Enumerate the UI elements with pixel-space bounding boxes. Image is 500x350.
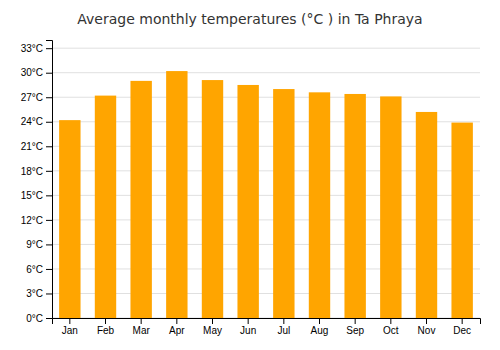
x-tick-mark: [462, 318, 463, 324]
y-tick: 21°C: [21, 141, 52, 152]
y-tick-mark: [46, 269, 52, 270]
y-tick-label: 9°C: [26, 239, 43, 250]
y-tick: 33°C: [21, 43, 52, 54]
y-tick-mark: [46, 122, 52, 123]
bar: [309, 92, 330, 318]
x-tick-mark: [283, 318, 284, 324]
x-tick: Sep: [346, 318, 364, 336]
y-tick-mark: [46, 146, 52, 147]
y-tick-label: 21°C: [21, 141, 43, 152]
x-tick-mark: [426, 318, 427, 324]
grid-line: [52, 72, 480, 73]
x-tick-label: Apr: [169, 325, 185, 336]
x-tick: Aug: [311, 318, 329, 336]
bar: [344, 94, 365, 318]
grid-line: [52, 48, 480, 49]
y-tick: 30°C: [21, 67, 52, 78]
y-tick-label: 18°C: [21, 166, 43, 177]
y-tick-label: 30°C: [21, 67, 43, 78]
y-axis-line: [46, 41, 53, 319]
bar: [166, 71, 187, 318]
x-axis: Jan Feb Mar Apr May Jun Jul Aug Sep Oct Nov Dec: [53, 318, 481, 336]
x-tick-mark: [69, 318, 70, 324]
y-tick: 24°C: [21, 116, 52, 127]
y-axis: 0°C 3°C 6°C 9°C 12°C 15°C 18°C 21°C 24°C 27°C 30°C…: [21, 41, 53, 324]
x-tick-label: Aug: [311, 325, 329, 336]
bar: [202, 80, 223, 318]
x-tick: Dec: [453, 318, 471, 336]
x-axis-line: [53, 319, 481, 325]
y-tick-mark: [46, 171, 52, 172]
x-tick: Oct: [383, 318, 399, 336]
bar: [451, 123, 472, 318]
y-tick-mark: [46, 293, 52, 294]
y-tick: 27°C: [21, 92, 52, 103]
x-tick-label: Dec: [453, 325, 471, 336]
y-tick: 18°C: [21, 166, 52, 177]
bar: [130, 81, 151, 318]
bars: [59, 71, 473, 318]
y-tick-mark: [46, 195, 52, 196]
x-tick: Jun: [240, 318, 256, 336]
x-tick-label: Feb: [97, 325, 115, 336]
chart: 0°C 3°C 6°C 9°C 12°C 15°C 18°C 21°C 24°C 27°C 30°C…: [0, 0, 500, 350]
y-tick: 0°C: [26, 313, 52, 324]
x-tick-label: Mar: [133, 325, 151, 336]
x-tick-mark: [105, 318, 106, 324]
bar: [273, 89, 294, 318]
y-tick-label: 33°C: [21, 43, 43, 54]
x-tick: Apr: [169, 318, 185, 336]
y-tick: 3°C: [26, 288, 52, 299]
x-tick-mark: [141, 318, 142, 324]
y-tick-label: 6°C: [26, 264, 43, 275]
x-tick-mark: [319, 318, 320, 324]
x-tick-mark: [248, 318, 249, 324]
y-tick-mark: [46, 73, 52, 74]
x-tick-label: May: [203, 325, 222, 336]
y-tick-label: 15°C: [21, 190, 43, 201]
y-tick-mark: [46, 48, 52, 49]
bar: [237, 85, 258, 318]
x-tick-label: Nov: [418, 325, 436, 336]
x-tick-label: Jul: [277, 325, 290, 336]
grid: [52, 48, 480, 318]
y-tick-label: 12°C: [21, 215, 43, 226]
x-tick-label: Jan: [62, 325, 78, 336]
x-tick: May: [203, 318, 222, 336]
y-tick: 6°C: [26, 264, 52, 275]
bar: [95, 96, 116, 318]
y-tick-label: 0°C: [26, 313, 43, 324]
y-tick: 15°C: [21, 190, 52, 201]
x-tick-mark: [212, 318, 213, 324]
x-tick: Nov: [418, 318, 436, 336]
plot: 0°C 3°C 6°C 9°C 12°C 15°C 18°C 21°C 24°C 27°C 30°C…: [21, 41, 481, 337]
x-tick-mark: [355, 318, 356, 324]
x-tick-label: Jun: [240, 325, 256, 336]
x-tick-mark: [176, 318, 177, 324]
y-tick-label: 27°C: [21, 92, 43, 103]
x-tick: Jan: [62, 318, 78, 336]
bar: [59, 120, 80, 318]
x-tick: Jul: [277, 318, 290, 336]
y-tick-label: 24°C: [21, 116, 43, 127]
x-tick-mark: [390, 318, 391, 324]
y-tick: 12°C: [21, 215, 52, 226]
y-tick-mark: [46, 318, 52, 319]
y-tick-label: 3°C: [26, 288, 43, 299]
x-tick: Feb: [97, 318, 115, 336]
title: Average monthly temperatures (°C ) in Ta…: [77, 11, 422, 27]
x-tick-label: Sep: [346, 325, 364, 336]
x-tick: Mar: [133, 318, 151, 336]
y-tick-mark: [46, 244, 52, 245]
y-tick: 9°C: [26, 239, 52, 250]
y-tick-mark: [46, 220, 52, 221]
x-tick-label: Oct: [383, 325, 399, 336]
bar: [416, 112, 437, 318]
y-tick-mark: [46, 97, 52, 98]
bar: [380, 96, 401, 318]
